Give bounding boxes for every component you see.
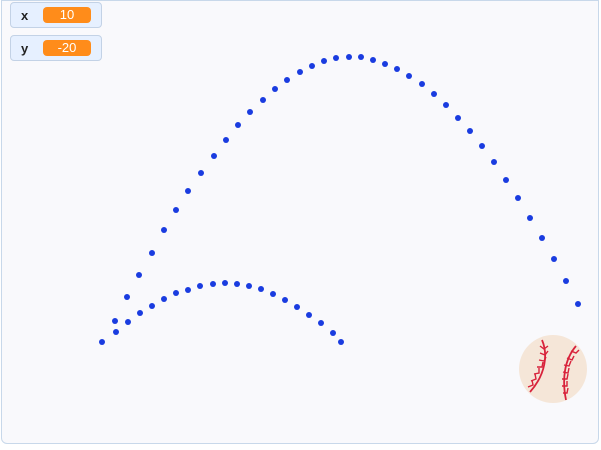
large-arc-dot — [551, 256, 557, 262]
small-arc-dot — [330, 330, 336, 336]
large-arc-dot — [443, 102, 449, 108]
variable-name-y: y — [21, 41, 29, 56]
small-arc-dot — [234, 281, 240, 287]
large-arc-dot — [346, 54, 352, 60]
small-arc-dot — [222, 280, 228, 286]
large-arc-dot — [370, 57, 376, 63]
small-arc-trail — [99, 280, 344, 345]
small-arc-dot — [258, 286, 264, 292]
large-arc-dot — [185, 188, 191, 194]
large-arc-dot — [297, 69, 303, 75]
large-arc-dot — [235, 122, 241, 128]
large-arc-dot — [455, 115, 461, 121]
large-arc-dot — [527, 215, 533, 221]
small-arc-dot — [270, 291, 276, 297]
large-arc-dot — [406, 73, 412, 79]
small-arc-dot — [185, 287, 191, 293]
small-arc-dot — [246, 283, 252, 289]
large-arc-dot — [161, 227, 167, 233]
small-arc-dot — [294, 304, 300, 310]
large-arc-dot — [260, 97, 266, 103]
large-arc-dot — [223, 137, 229, 143]
small-arc-dot — [197, 283, 203, 289]
small-arc-dot — [125, 319, 131, 325]
large-arc-dot — [563, 278, 569, 284]
large-arc-dot — [321, 58, 327, 64]
large-arc-dot — [467, 128, 473, 134]
small-arc-dot — [210, 281, 216, 287]
large-arc-dot — [136, 272, 142, 278]
small-arc-dot — [282, 297, 288, 303]
small-arc-dot — [338, 339, 344, 345]
small-arc-dot — [318, 320, 324, 326]
small-arc-dot — [306, 312, 312, 318]
large-arc-dot — [247, 109, 253, 115]
large-arc-dot — [272, 86, 278, 92]
small-arc-dot — [149, 303, 155, 309]
large-arc-dot — [503, 177, 509, 183]
pen-trail — [99, 54, 581, 345]
large-arc-dot — [491, 159, 497, 165]
large-arc-dot — [382, 61, 388, 67]
large-arc-dot — [394, 66, 400, 72]
variable-monitor-x: x 10 — [10, 2, 102, 28]
baseball-icon[interactable] — [518, 334, 588, 404]
large-arc-dot — [211, 153, 217, 159]
large-arc-dot — [124, 294, 130, 300]
small-arc-dot — [173, 290, 179, 296]
small-arc-dot — [161, 296, 167, 302]
large-arc-dot — [173, 207, 179, 213]
large-arc-dot — [419, 81, 425, 87]
variable-value-x: 10 — [43, 7, 91, 23]
large-arc-dot — [149, 250, 155, 256]
small-arc-dot — [113, 329, 119, 335]
variable-name-x: x — [21, 8, 29, 23]
large-arc-dot — [479, 143, 485, 149]
large-arc-dot — [539, 235, 545, 241]
small-arc-dot — [137, 310, 143, 316]
small-arc-dot — [99, 339, 105, 345]
large-arc-trail — [112, 54, 581, 324]
large-arc-dot — [284, 77, 290, 83]
large-arc-dot — [309, 63, 315, 69]
large-arc-dot — [575, 301, 581, 307]
large-arc-dot — [333, 55, 339, 61]
large-arc-dot — [431, 91, 437, 97]
variable-value-y: -20 — [43, 40, 91, 56]
variable-monitor-y: y -20 — [10, 35, 102, 61]
large-arc-dot — [112, 318, 118, 324]
large-arc-dot — [198, 170, 204, 176]
large-arc-dot — [358, 54, 364, 60]
large-arc-dot — [515, 195, 521, 201]
